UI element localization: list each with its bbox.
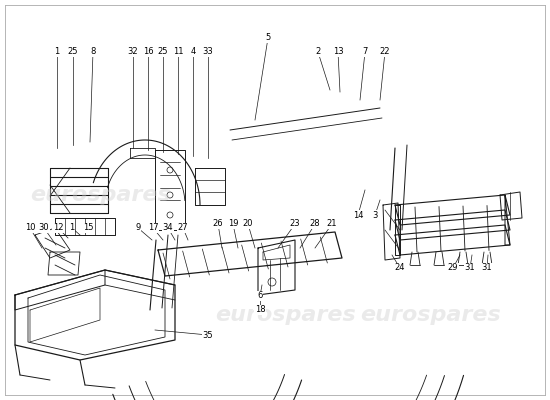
Text: 3: 3 xyxy=(372,210,378,220)
Text: eurospares: eurospares xyxy=(360,305,500,325)
Text: 10: 10 xyxy=(25,224,35,232)
Text: 24: 24 xyxy=(395,264,405,272)
Text: 13: 13 xyxy=(333,48,343,56)
Text: 28: 28 xyxy=(310,220,320,228)
Text: 26: 26 xyxy=(213,220,223,228)
Text: 14: 14 xyxy=(353,210,363,220)
Text: 6: 6 xyxy=(257,292,263,300)
Text: 4: 4 xyxy=(190,48,196,56)
Text: 11: 11 xyxy=(173,48,183,56)
Text: 1: 1 xyxy=(54,48,59,56)
Text: 7: 7 xyxy=(362,48,368,56)
Text: eurospares: eurospares xyxy=(215,305,356,325)
Text: 9: 9 xyxy=(135,224,141,232)
Text: 2: 2 xyxy=(315,48,321,56)
Text: 25: 25 xyxy=(158,48,168,56)
Text: 16: 16 xyxy=(142,48,153,56)
Text: 29: 29 xyxy=(448,264,458,272)
Text: 21: 21 xyxy=(327,220,337,228)
Text: 1: 1 xyxy=(69,224,75,232)
Text: 31: 31 xyxy=(465,264,475,272)
Text: 23: 23 xyxy=(290,220,300,228)
Text: 22: 22 xyxy=(379,48,390,56)
Text: 27: 27 xyxy=(178,224,188,232)
Text: 8: 8 xyxy=(90,48,96,56)
Text: eurospares: eurospares xyxy=(30,185,170,205)
Text: 19: 19 xyxy=(228,220,238,228)
Text: 33: 33 xyxy=(202,48,213,56)
Text: 17: 17 xyxy=(148,224,158,232)
Text: 34: 34 xyxy=(163,224,173,232)
Text: 31: 31 xyxy=(482,264,492,272)
Text: 5: 5 xyxy=(265,34,271,42)
Text: 32: 32 xyxy=(128,48,138,56)
Text: 20: 20 xyxy=(243,220,253,228)
Text: 12: 12 xyxy=(53,224,63,232)
Text: 25: 25 xyxy=(68,48,78,56)
Text: 30: 30 xyxy=(39,224,50,232)
Text: 15: 15 xyxy=(82,224,94,232)
Text: 18: 18 xyxy=(255,306,265,314)
Text: 35: 35 xyxy=(203,330,213,340)
